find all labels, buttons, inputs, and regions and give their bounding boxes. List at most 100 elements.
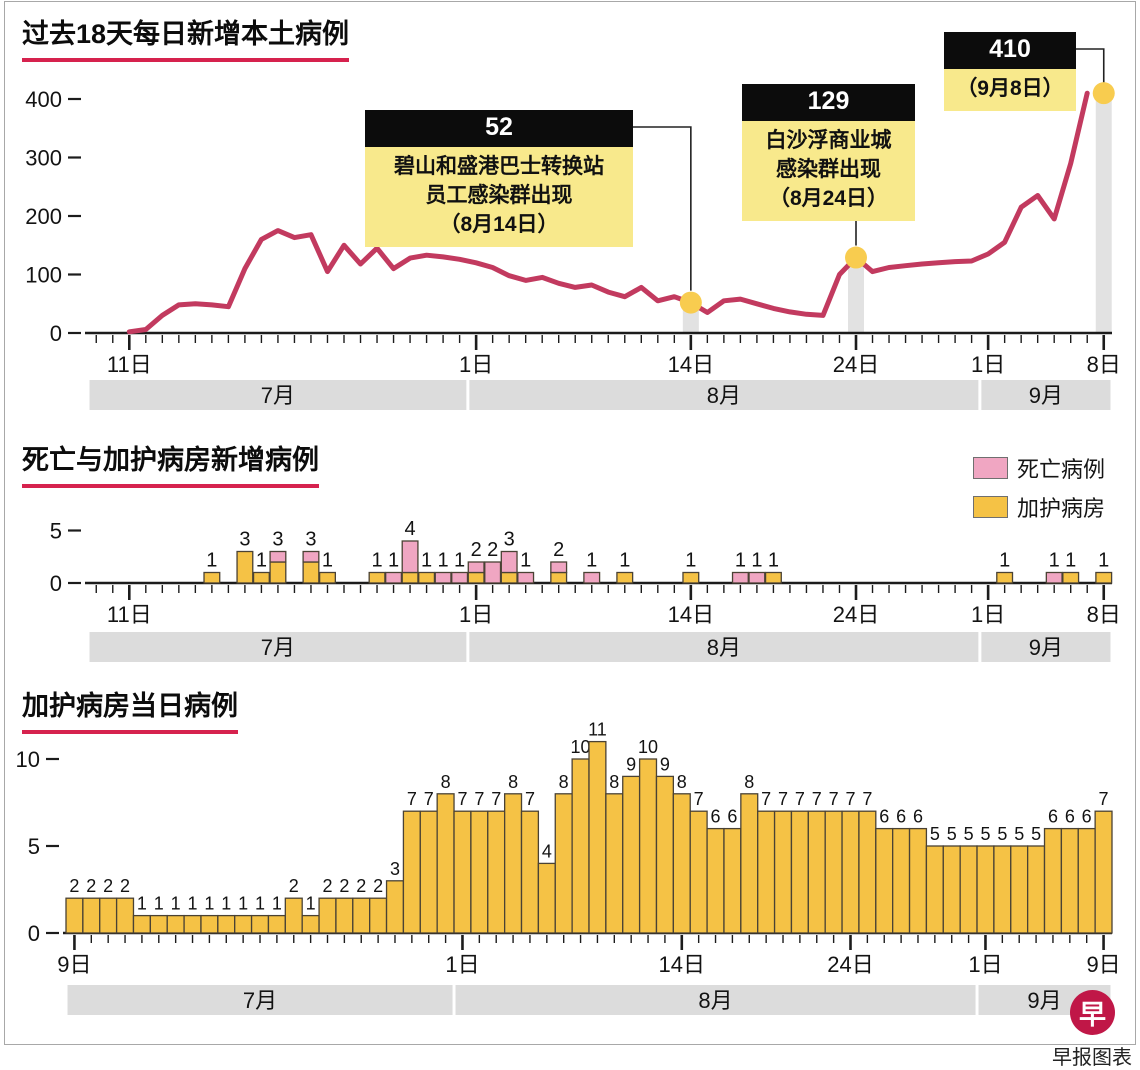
icu-swatch-icon: [973, 496, 1008, 518]
bar-value-label: 7: [457, 789, 467, 809]
icu-day-bar: [1043, 827, 1063, 934]
svg-text:9月: 9月: [1029, 635, 1063, 660]
credit-text: 早报图表: [1052, 1047, 1132, 1069]
svg-text:9日: 9日: [57, 952, 91, 977]
icu-day-bar: [65, 897, 84, 934]
bar-value-label: 2: [69, 876, 79, 896]
svg-text:400: 400: [25, 87, 62, 112]
icu-day-bar: [723, 827, 742, 934]
zaobao-logo-icon: 早: [1070, 990, 1115, 1035]
svg-text:7月: 7月: [243, 988, 277, 1013]
svg-text:11日: 11日: [107, 352, 152, 377]
death-bar-segment: [500, 550, 518, 574]
icu-day-bar: [250, 914, 270, 934]
svg-text:1日: 1日: [971, 352, 1005, 377]
svg-text:9月: 9月: [1027, 988, 1061, 1013]
death-bar-segment: [269, 550, 287, 563]
svg-text:24日: 24日: [827, 952, 873, 977]
icu-day-bar: [993, 845, 1012, 934]
icu-day-bar: [942, 845, 961, 934]
bar-value-label: 1: [438, 550, 449, 572]
annotation-line: 感染群出现: [776, 158, 881, 181]
bar-value-label: 1: [388, 550, 399, 572]
bar-value-label: 1: [206, 550, 217, 572]
icu-bar-segment: [996, 571, 1014, 584]
svg-text:9月: 9月: [1029, 383, 1063, 408]
icu-bar-segment: [467, 571, 485, 584]
bar-value-label: 4: [405, 518, 416, 540]
annotation-sep8: 410 （9月8日）: [944, 32, 1076, 111]
icu-bar-segment: [252, 571, 270, 584]
annotation-sep8-body: （9月8日）: [944, 69, 1076, 111]
svg-text:200: 200: [25, 204, 62, 229]
annotation-aug14: 52 碧山和盛港巴士转换站 员工感染群出现 （8月14日）: [365, 110, 633, 247]
legend-row-icu: 加护病房: [973, 491, 1105, 523]
death-bar-segment: [385, 571, 403, 584]
icu-day-bar: [149, 914, 168, 934]
bar-value-label: 7: [1099, 789, 1109, 809]
svg-text:11日: 11日: [107, 602, 152, 627]
bar-value-label: 1: [586, 550, 597, 572]
icu-bar-segment: [616, 571, 634, 584]
icu-day-bar: [773, 810, 793, 934]
icu-bar-segment: [236, 550, 254, 584]
chart-daily-local-cases: 7月 8月 9月 11日 1日 14日 24日 1日 8日 0 100 200 300 400: [25, 48, 1121, 410]
svg-text:9日: 9日: [1086, 952, 1120, 977]
svg-text:7月: 7月: [261, 635, 295, 660]
icu-day-bar: [757, 810, 776, 934]
bar-value-label: 8: [508, 772, 518, 792]
bar-value-label: 5: [1014, 824, 1024, 844]
svg-text:5: 5: [28, 834, 40, 859]
bar-value-label: 7: [795, 789, 805, 809]
bar-value-label: 3: [305, 529, 316, 551]
icu-day-bar: [1077, 827, 1096, 934]
bar-value-label: 6: [711, 807, 721, 827]
icu-day-bar: [453, 810, 472, 934]
svg-text:8日: 8日: [1087, 352, 1121, 377]
icu-day-bar: [419, 810, 438, 934]
icu-day-bar: [402, 810, 421, 934]
bar-value-label: 2: [471, 539, 482, 561]
icu-day-bar: [1026, 845, 1046, 934]
bar-value-label: 7: [474, 789, 484, 809]
svg-text:24日: 24日: [833, 352, 879, 377]
svg-text:300: 300: [25, 146, 62, 171]
annotation-line: （8月24日）: [768, 187, 889, 210]
bar-value-label: 1: [371, 550, 382, 572]
icu-day-bar: [284, 897, 303, 934]
icu-day-bar: [1060, 827, 1079, 934]
bar-value-label: 1: [154, 894, 164, 914]
icu-bar-segment: [418, 571, 436, 584]
icu-day-bar: [841, 810, 860, 934]
icu-day-bar: [166, 914, 185, 934]
bar-value-label: 6: [1082, 807, 1092, 827]
bar-value-label: 8: [609, 772, 619, 792]
icu-day-bar: [706, 827, 725, 934]
annotation-sep8-value: 410: [944, 32, 1076, 69]
chart2-title: 死亡与加护病房新增病例: [22, 438, 319, 488]
icu-day-bar: [740, 793, 759, 934]
death-bar-segment: [484, 561, 502, 584]
bar-value-label: 9: [626, 754, 636, 774]
bar-value-label: 1: [454, 550, 465, 572]
icu-day-bar: [908, 827, 928, 934]
bar-value-label: 7: [424, 789, 434, 809]
bar-value-label: 2: [86, 876, 96, 896]
chart1-title: 过去18天每日新增本土病例: [22, 12, 350, 62]
annotation-aug24: 129 白沙浮商业城 感染群出现 （8月24日）: [742, 84, 915, 221]
legend-label-death: 死亡病例: [1017, 457, 1106, 482]
death-bar-segment: [583, 571, 601, 584]
icu-bar-segment: [1062, 571, 1080, 584]
icu-day-bar: [82, 897, 101, 934]
bar-value-label: 1: [735, 550, 746, 572]
svg-text:10: 10: [16, 747, 40, 772]
death-bar-segment: [748, 571, 766, 584]
death-bar-segment: [434, 571, 452, 584]
death-swatch-icon: [973, 457, 1008, 479]
bar-value-label: 6: [879, 807, 889, 827]
icu-day-bar: [571, 758, 590, 934]
bar-value-label: 1: [999, 550, 1010, 572]
bar-value-label: 4: [542, 841, 552, 861]
